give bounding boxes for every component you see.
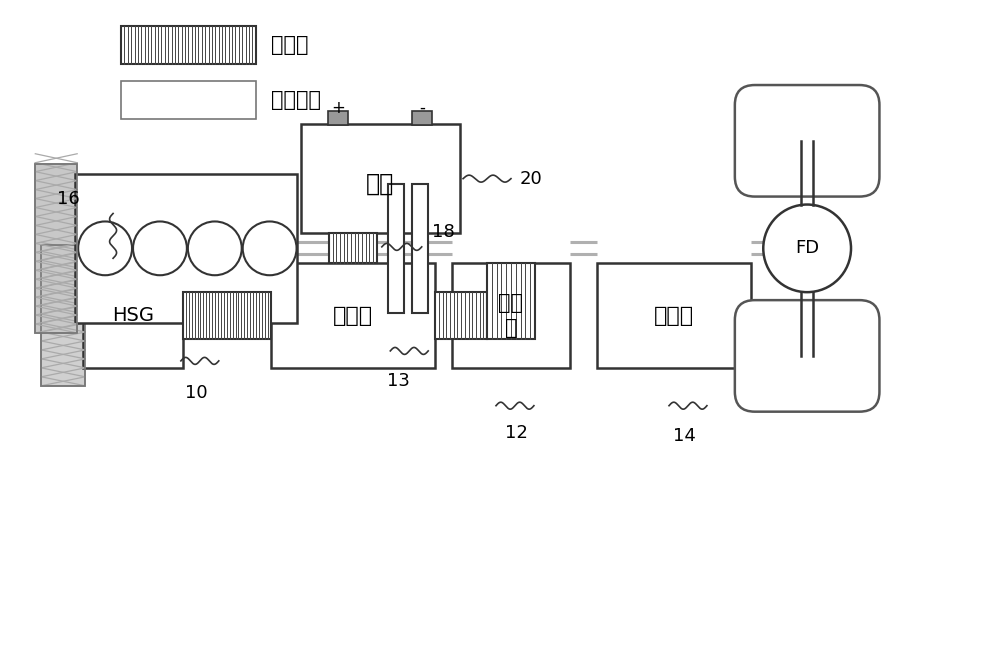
Bar — [435, 292, 487, 339]
Text: 13: 13 — [387, 372, 410, 390]
Bar — [35, 164, 77, 333]
Bar — [328, 111, 348, 125]
Text: 10: 10 — [185, 384, 207, 402]
Circle shape — [188, 221, 242, 275]
Bar — [271, 263, 435, 368]
Bar — [183, 292, 271, 339]
Bar — [41, 245, 85, 386]
Bar — [412, 111, 432, 125]
FancyBboxPatch shape — [735, 300, 879, 412]
Text: 电池: 电池 — [366, 172, 394, 196]
Text: -: - — [419, 99, 425, 117]
FancyBboxPatch shape — [735, 85, 879, 196]
Text: FD: FD — [795, 239, 819, 257]
Bar — [121, 81, 256, 119]
Bar — [75, 174, 297, 323]
Circle shape — [763, 204, 851, 292]
Text: 电动
机: 电动 机 — [498, 293, 523, 338]
Text: 12: 12 — [505, 424, 527, 442]
Text: +: + — [332, 99, 345, 117]
Bar — [388, 184, 404, 313]
Circle shape — [243, 221, 297, 275]
Text: 14: 14 — [673, 426, 695, 445]
Circle shape — [133, 221, 187, 275]
Bar — [121, 27, 256, 64]
Text: 变速器: 变速器 — [654, 306, 694, 326]
Bar — [329, 233, 377, 263]
Text: 20: 20 — [520, 170, 543, 188]
Bar — [487, 263, 535, 339]
Text: 18: 18 — [432, 223, 454, 241]
Bar — [35, 164, 77, 333]
Circle shape — [78, 221, 132, 275]
Text: 逆变器: 逆变器 — [333, 306, 373, 326]
Bar — [412, 184, 428, 313]
Text: 16: 16 — [57, 190, 80, 208]
Bar — [452, 263, 570, 368]
Text: 电路径: 电路径 — [271, 35, 308, 55]
Text: HSG: HSG — [112, 306, 154, 325]
Bar — [41, 245, 85, 386]
Bar — [597, 263, 751, 368]
Bar — [301, 124, 460, 233]
Bar — [83, 263, 183, 368]
Text: 机械路径: 机械路径 — [271, 90, 321, 110]
